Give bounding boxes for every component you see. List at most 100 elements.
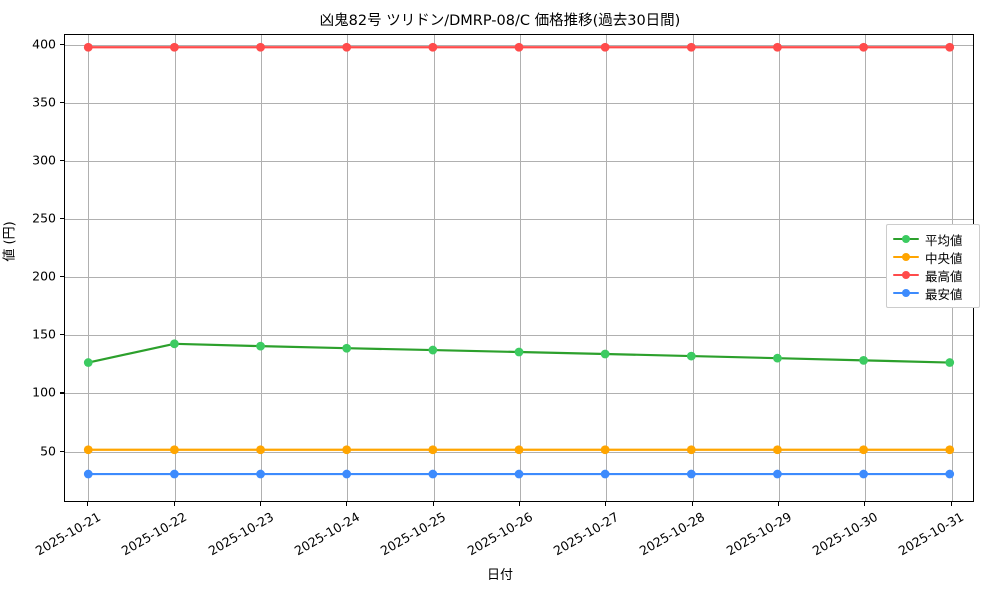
data-point-marker [83, 358, 93, 367]
y-axis-tick-mark [60, 450, 64, 452]
data-point-marker [256, 42, 265, 52]
y-axis-tick-label: 250 [32, 210, 56, 226]
gridline-vertical [865, 35, 867, 501]
data-point-marker [170, 42, 179, 52]
data-point-marker [170, 339, 179, 349]
x-axis-tick-label: 2025-10-30 [809, 509, 881, 559]
y-axis-tick-mark [60, 334, 64, 336]
x-axis-tick-mark [778, 502, 780, 506]
legend-swatch-icon [893, 233, 919, 245]
x-axis-tick-mark [950, 502, 952, 506]
y-axis-tick-mark [60, 102, 64, 104]
x-axis-tick-mark [519, 502, 521, 506]
y-axis-tick-mark [60, 43, 64, 46]
data-point-marker [859, 445, 868, 455]
data-point-marker [600, 445, 610, 455]
data-point-marker [83, 42, 93, 52]
x-axis-label: 日付 [486, 568, 513, 583]
legend-swatch-icon [893, 269, 919, 281]
data-point-marker [342, 469, 352, 479]
data-point-marker [859, 469, 868, 479]
data-point-marker [773, 445, 782, 455]
data-point-marker [514, 42, 524, 52]
y-axis-tick-mark [60, 160, 64, 162]
data-point-marker [686, 445, 696, 455]
data-point-marker [686, 469, 696, 479]
legend-item[interactable]: 平均値 [887, 230, 979, 248]
data-point-marker [514, 347, 524, 357]
legend-label: 中央値 [925, 250, 963, 266]
x-axis-tick-mark [259, 502, 262, 506]
x-axis-tick-label: 2025-10-21 [32, 509, 104, 559]
data-point-marker [600, 349, 610, 359]
y-axis-tick-mark [60, 392, 64, 394]
gridline-horizontal [65, 335, 973, 337]
x-axis-tick-mark [87, 502, 89, 506]
data-series-lines [83, 42, 955, 479]
x-axis-tick-label: 2025-10-29 [723, 509, 794, 559]
legend-label: 最安値 [925, 286, 963, 302]
x-axis-tick-mark [432, 502, 434, 506]
gridline-vertical [88, 35, 90, 501]
gridline-vertical [779, 35, 780, 501]
y-axis-tick-label: 300 [32, 152, 56, 168]
x-axis-tick-label: 2025-10-24 [291, 509, 363, 559]
gridline-horizontal [65, 219, 973, 221]
plot-area [64, 34, 974, 502]
x-axis-tick-mark [864, 502, 866, 506]
data-point-marker [83, 469, 93, 479]
x-axis-tick-label: 2025-10-31 [895, 509, 967, 559]
y-axis-tick-label: 50 [40, 443, 56, 459]
y-axis-tick-label: 100 [32, 384, 56, 400]
data-point-marker [342, 343, 352, 353]
x-axis-tick-label: 2025-10-23 [205, 509, 276, 559]
data-point-marker [170, 445, 179, 455]
x-axis-tick-label: 2025-10-22 [118, 509, 190, 559]
data-point-marker [945, 358, 955, 367]
data-point-marker [945, 42, 955, 52]
data-point-marker [600, 42, 610, 52]
y-axis-tick-label: 350 [32, 94, 56, 110]
legend-swatch-icon [893, 251, 919, 263]
data-point-marker [428, 42, 438, 52]
legend-item[interactable]: 最安値 [887, 284, 979, 302]
data-point-marker [773, 353, 782, 363]
data-point-marker [686, 351, 696, 361]
data-point-marker [83, 445, 93, 455]
gridline-vertical [433, 35, 435, 501]
gridline-horizontal [65, 277, 973, 279]
chart-title: 凶鬼82号 ツリドン/DMRP-08/C 価格推移(過去30日間) [319, 13, 681, 29]
y-axis-tick-mark [60, 276, 64, 278]
legend-item[interactable]: 最高値 [887, 266, 979, 284]
data-point-marker [256, 341, 265, 351]
y-axis-tick-label: 150 [32, 326, 56, 342]
gridline-vertical [260, 35, 262, 501]
data-point-marker [686, 42, 696, 52]
x-axis-tick-mark [346, 502, 348, 506]
data-point-marker [859, 355, 868, 365]
data-point-marker [514, 445, 524, 455]
gridline-vertical [692, 35, 694, 501]
gridline-vertical [606, 35, 608, 501]
data-point-marker [859, 42, 868, 52]
legend-label: 最高値 [925, 268, 963, 284]
gridline-vertical [347, 35, 349, 501]
data-point-marker [428, 345, 438, 355]
data-point-marker [945, 469, 955, 479]
data-point-marker [256, 469, 265, 479]
gridline-horizontal [65, 161, 973, 163]
gridline-horizontal [65, 103, 973, 105]
x-axis-tick-mark [691, 502, 693, 506]
data-point-marker [428, 445, 438, 455]
data-point-marker [342, 445, 352, 455]
legend-item[interactable]: 中央値 [887, 248, 979, 266]
legend-swatch-icon [893, 287, 919, 299]
data-point-marker [428, 469, 438, 479]
legend-label: 平均値 [925, 232, 963, 248]
y-axis-tick-mark [60, 218, 64, 220]
data-point-marker [514, 469, 524, 479]
data-point-marker [945, 445, 955, 455]
x-axis-tick-label: 2025-10-26 [464, 509, 535, 559]
x-axis-tick-label: 2025-10-28 [636, 509, 708, 559]
